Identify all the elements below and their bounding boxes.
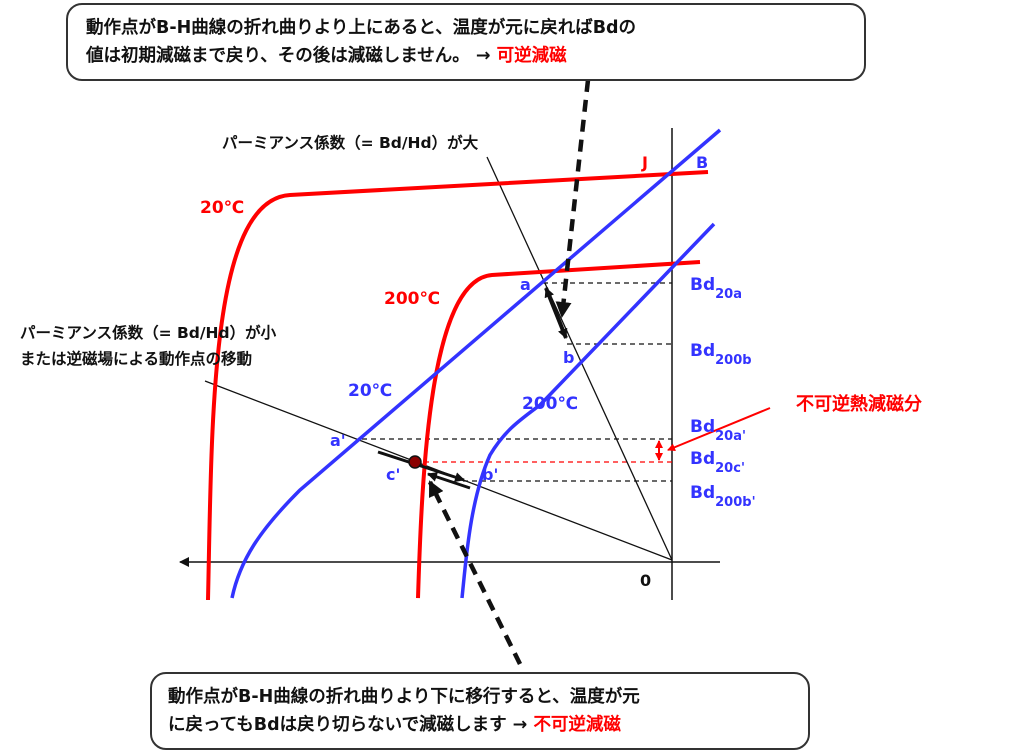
bprime-cprime-arrow bbox=[427, 472, 471, 490]
reversible-demagnetization-callout: 動作点がB-H曲線の折れ曲りより上にあると、温度が元に戻ればBdの 値は初期減磁… bbox=[66, 3, 866, 81]
irreversible-demagnetization-callout: 動作点がB-H曲線の折れ曲りより下に移行すると、温度が元 に戻ってもBdは戻り切… bbox=[150, 672, 810, 750]
b-200c-label: 200℃ bbox=[522, 394, 578, 414]
bd200b-label: Bd200b bbox=[690, 341, 752, 368]
point-a-prime-label: a' bbox=[330, 431, 346, 450]
irreversible-loss-pointer bbox=[667, 407, 771, 452]
origin-label: 0 bbox=[640, 571, 651, 590]
c-prime-point bbox=[408, 455, 422, 469]
bd20a-prime-label: Bd20a' bbox=[690, 417, 746, 444]
b-curve-200c bbox=[460, 222, 716, 599]
callout-bottom-line1: 動作点がB-H曲線の折れ曲りより下に移行すると、温度が元 bbox=[168, 687, 640, 707]
callout-top-line2-text: 値は初期減磁まで戻り、その後は減磁しません。 → bbox=[86, 46, 497, 66]
permeance-small-note-line1: パーミアンス係数（= Bd/Hd）が小 bbox=[20, 323, 277, 342]
j-200c-label: 200℃ bbox=[384, 289, 440, 309]
top-callout-dashed-arrow bbox=[555, 79, 591, 318]
j-curve-200c bbox=[416, 260, 701, 599]
a-b-shift-arrow bbox=[544, 287, 568, 339]
bd200b-prime-label: Bd200b' bbox=[690, 483, 756, 510]
high-permeance-load-line bbox=[486, 156, 673, 561]
point-a-label: a bbox=[520, 275, 531, 294]
j-20c-label: 20℃ bbox=[200, 198, 244, 218]
b-curve-20c bbox=[230, 128, 722, 599]
j-curve-20c bbox=[206, 170, 709, 601]
bd20c-prime-label: Bd20c' bbox=[690, 449, 745, 476]
reversible-highlight: 可逆減磁 bbox=[496, 46, 567, 66]
j-curve-letter: J bbox=[641, 153, 648, 172]
bd20a-label: Bd20a bbox=[690, 275, 742, 302]
b-curve-letter: B bbox=[696, 153, 708, 172]
aprime-bprime-arrow bbox=[377, 450, 465, 482]
bottom-callout-dashed-arrow bbox=[427, 480, 523, 665]
point-c-prime-label: c' bbox=[386, 465, 400, 484]
callout-top-line2: 値は初期減磁まで戻り、その後は減磁しません。 → 可逆減磁 bbox=[86, 42, 846, 70]
irreversible-highlight: 不可逆減磁 bbox=[533, 715, 621, 735]
permeance-small-note-line2: または逆磁場による動作点の移動 bbox=[20, 349, 252, 368]
callout-bottom-line2-text: に戻ってもBdは戻り切らないで減磁します → bbox=[168, 715, 534, 735]
callout-top-line1: 動作点がB-H曲線の折れ曲りより上にあると、温度が元に戻ればBdの bbox=[86, 18, 637, 38]
permeance-large-note: パーミアンス係数（= Bd/Hd）が大 bbox=[222, 133, 479, 152]
callout-bottom-line2: に戻ってもBdは戻り切らないで減磁します → 不可逆減磁 bbox=[168, 711, 792, 739]
b-20c-label: 20℃ bbox=[348, 381, 392, 401]
point-b-prime-label: b' bbox=[482, 465, 498, 484]
irreversible-loss-note: 不可逆熱減磁分 bbox=[796, 393, 922, 415]
point-b-label: b bbox=[563, 348, 574, 367]
